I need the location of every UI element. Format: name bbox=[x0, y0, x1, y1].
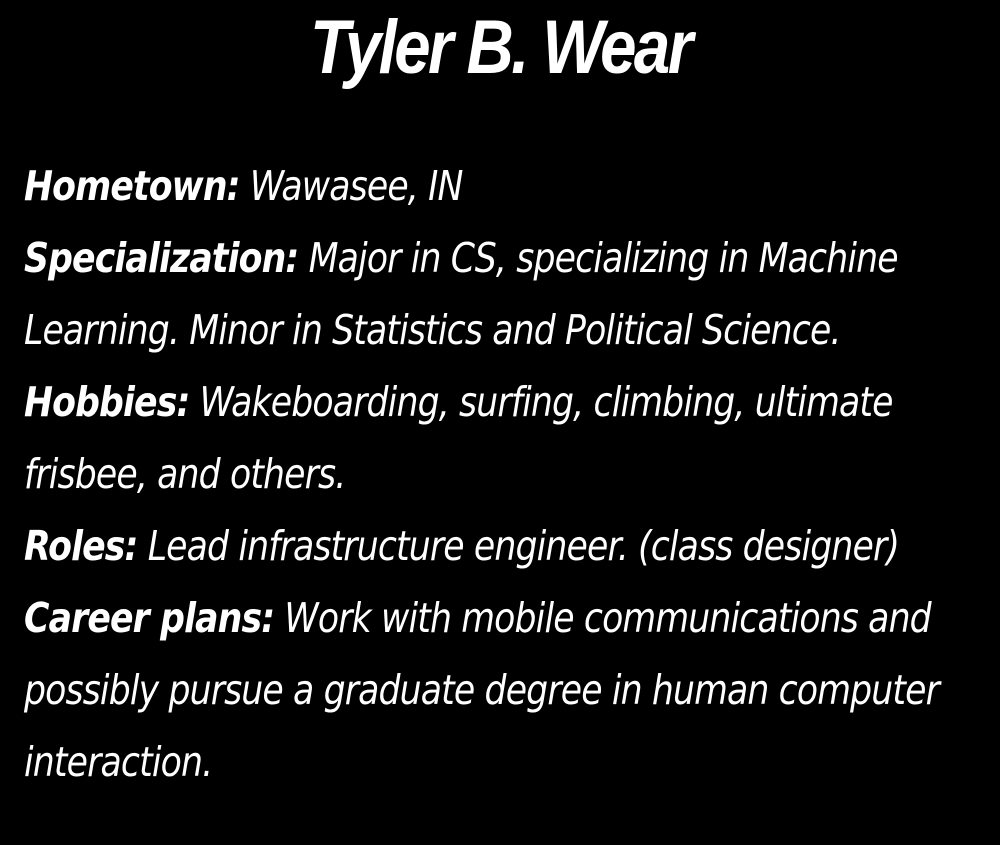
roles-value: Lead infrastructure engineer. (class des… bbox=[147, 522, 900, 570]
specialization-field: Specialization: Major in CS, specializin… bbox=[24, 222, 962, 366]
roles-field: Roles: Lead infrastructure engineer. (cl… bbox=[24, 510, 962, 582]
hobbies-field: Hobbies: Wakeboarding, surfing, climbing… bbox=[24, 366, 962, 510]
specialization-value: Major in CS, specializing in Machine Lea… bbox=[24, 234, 899, 354]
roles-label: Roles: bbox=[24, 522, 138, 570]
career-plans-label: Career plans: bbox=[24, 594, 275, 642]
hometown-label: Hometown: bbox=[24, 162, 241, 210]
hometown-field: Hometown: Wawasee, IN bbox=[24, 150, 962, 222]
hobbies-label: Hobbies: bbox=[24, 378, 190, 426]
hometown-value: Wawasee, IN bbox=[249, 162, 464, 210]
career-plans-field: Career plans: Work with mobile communica… bbox=[24, 582, 962, 798]
title-text: Tyler B. Wear bbox=[309, 5, 693, 90]
hobbies-value: Wakeboarding, surfing, climbing, ultimat… bbox=[24, 378, 893, 498]
bio-section: Hometown: Wawasee, IN Specialization: Ma… bbox=[24, 150, 962, 798]
page-title: Tyler B. Wear bbox=[0, 2, 1000, 94]
career-plans-value: Work with mobile communications and poss… bbox=[24, 594, 940, 786]
specialization-label: Specialization: bbox=[24, 234, 299, 282]
